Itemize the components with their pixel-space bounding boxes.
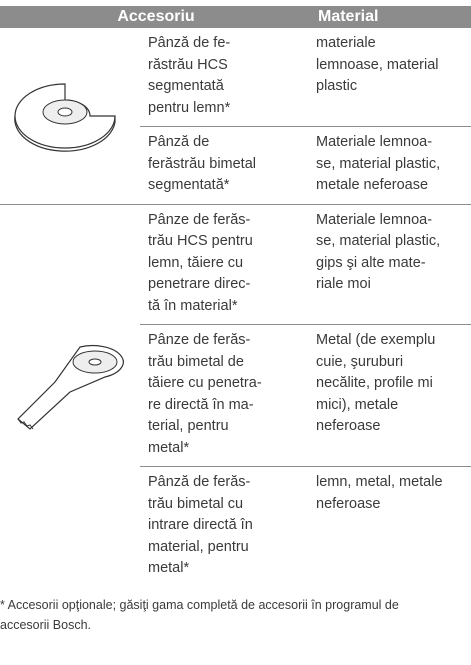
text-line: lemn, tăiere cu: [148, 254, 244, 271]
text-line: trău bimetal de: [148, 353, 244, 370]
text-line: se, material plastic,: [316, 233, 441, 249]
text-line: accesorii Bosch.: [0, 617, 92, 632]
text-line: riale moi: [316, 276, 371, 292]
material-cell: Materiale lemnoa-se, material plastic, gi…: [312, 204, 471, 325]
footnote: * Accesorii opţionale; găsiţi gama compl…: [0, 595, 471, 635]
text-line: tăiere cu penetra-: [148, 375, 262, 391]
material-cell: Metal (de exemplu cuie, şuruburi necălite,…: [312, 324, 471, 467]
text-line: se, material plastic,: [316, 155, 441, 172]
header-row: Accesoriu Material: [0, 6, 471, 28]
text-line: metal*: [148, 439, 190, 456]
text-line: pentru lemn*: [148, 99, 231, 116]
text-line: * Accesorii opţionale; găsiţi gama compl…: [0, 597, 399, 612]
text-line: Pânze de ferăs-: [148, 332, 251, 348]
accessory-cell: Pânze de ferăs-trău bimetal de tăiere cu …: [140, 324, 312, 467]
text-line: segmentată: [148, 78, 224, 94]
text-line: trău bimetal cu: [148, 495, 244, 512]
text-line: penetrare direc-: [148, 276, 251, 292]
image-cell: [0, 204, 140, 587]
table-row: Pânză de fe-răstrău HCS segmentată pentru …: [0, 28, 471, 205]
text-line: neferoase: [316, 495, 381, 512]
plunge-blade-icon: [17, 344, 124, 430]
text-line: materiale: [316, 35, 376, 51]
text-line: răstrău HCS: [148, 56, 228, 73]
accessory-cell: Pânză de ferăs-trău bimetal cu intrare di…: [140, 467, 312, 587]
text-line: Materiale lemnoa-: [316, 134, 433, 150]
text-line: terial, pentru: [148, 418, 229, 434]
text-line: metal*: [148, 560, 190, 576]
text-line: necălite, profile mi: [316, 375, 433, 391]
text-line: ferăstrău bimetal: [148, 155, 256, 172]
text-line: Pânză de: [148, 134, 210, 150]
text-line: Metal (de exemplu: [316, 332, 436, 348]
text-line: trău HCS pentru: [148, 233, 253, 249]
text-line: Pânze de ferăs-: [148, 211, 251, 228]
text-line: Pânză de ferăs-: [148, 474, 251, 490]
content: Accesoriu Material Pânză de fe-răstrău H…: [0, 6, 471, 635]
text-line: lemnoase, material: [316, 56, 439, 73]
text-line: re directă în ma-: [148, 396, 254, 413]
text-line: tă în material*: [148, 297, 238, 314]
text-line: metale neferoase: [316, 177, 429, 193]
table-row: Pânze de ferăs-trău HCS pentru lemn, tăie…: [0, 204, 471, 430]
text-line: Pânză de fe-: [148, 35, 231, 51]
text-line: plastic: [316, 78, 358, 94]
text-line: Materiale lemnoa-: [316, 211, 433, 228]
text-line: intrare directă în: [148, 517, 253, 533]
header-cell: Material: [312, 6, 471, 28]
accessory-cell: Pânză de ferăstrău bimetal segmentată*: [140, 126, 312, 205]
text-line: lemn, metal, metale: [316, 474, 443, 490]
text-line: material, pentru: [148, 538, 249, 555]
header-cell: Accesoriu: [0, 6, 312, 28]
material-cell: materiale lemnoase, material plastic: [312, 28, 471, 127]
text-line: segmentată*: [148, 177, 230, 193]
material-cell: Materiale lemnoa-se, material plastic, me…: [312, 126, 471, 205]
segment-blade-icon: [14, 83, 116, 152]
accessory-table: Accesoriu Material Pânză de fe-răstrău H…: [0, 6, 471, 587]
text-line: neferoase: [316, 418, 381, 434]
accessory-cell: Pânză de fe-răstrău HCS segmentată pentru …: [140, 28, 312, 127]
table-row: Pânză de ferăs-trău bimetal cu intrare di…: [0, 467, 471, 587]
text-line: mici), metale: [316, 396, 399, 413]
text-line: gips şi alte mate-: [316, 254, 426, 271]
table-row: Pânze de ferăs-trău bimetal de tăiere cu …: [0, 324, 471, 467]
table-row: Pânză de ferăstrău bimetal segmentată* Mate…: [0, 126, 471, 205]
text-line: cuie, şuruburi: [316, 353, 404, 370]
image-cell: [0, 28, 140, 205]
material-cell: lemn, metal, metale neferoase: [312, 467, 471, 587]
accessory-cell: Pânze de ferăs-trău HCS pentru lemn, tăie…: [140, 204, 312, 325]
